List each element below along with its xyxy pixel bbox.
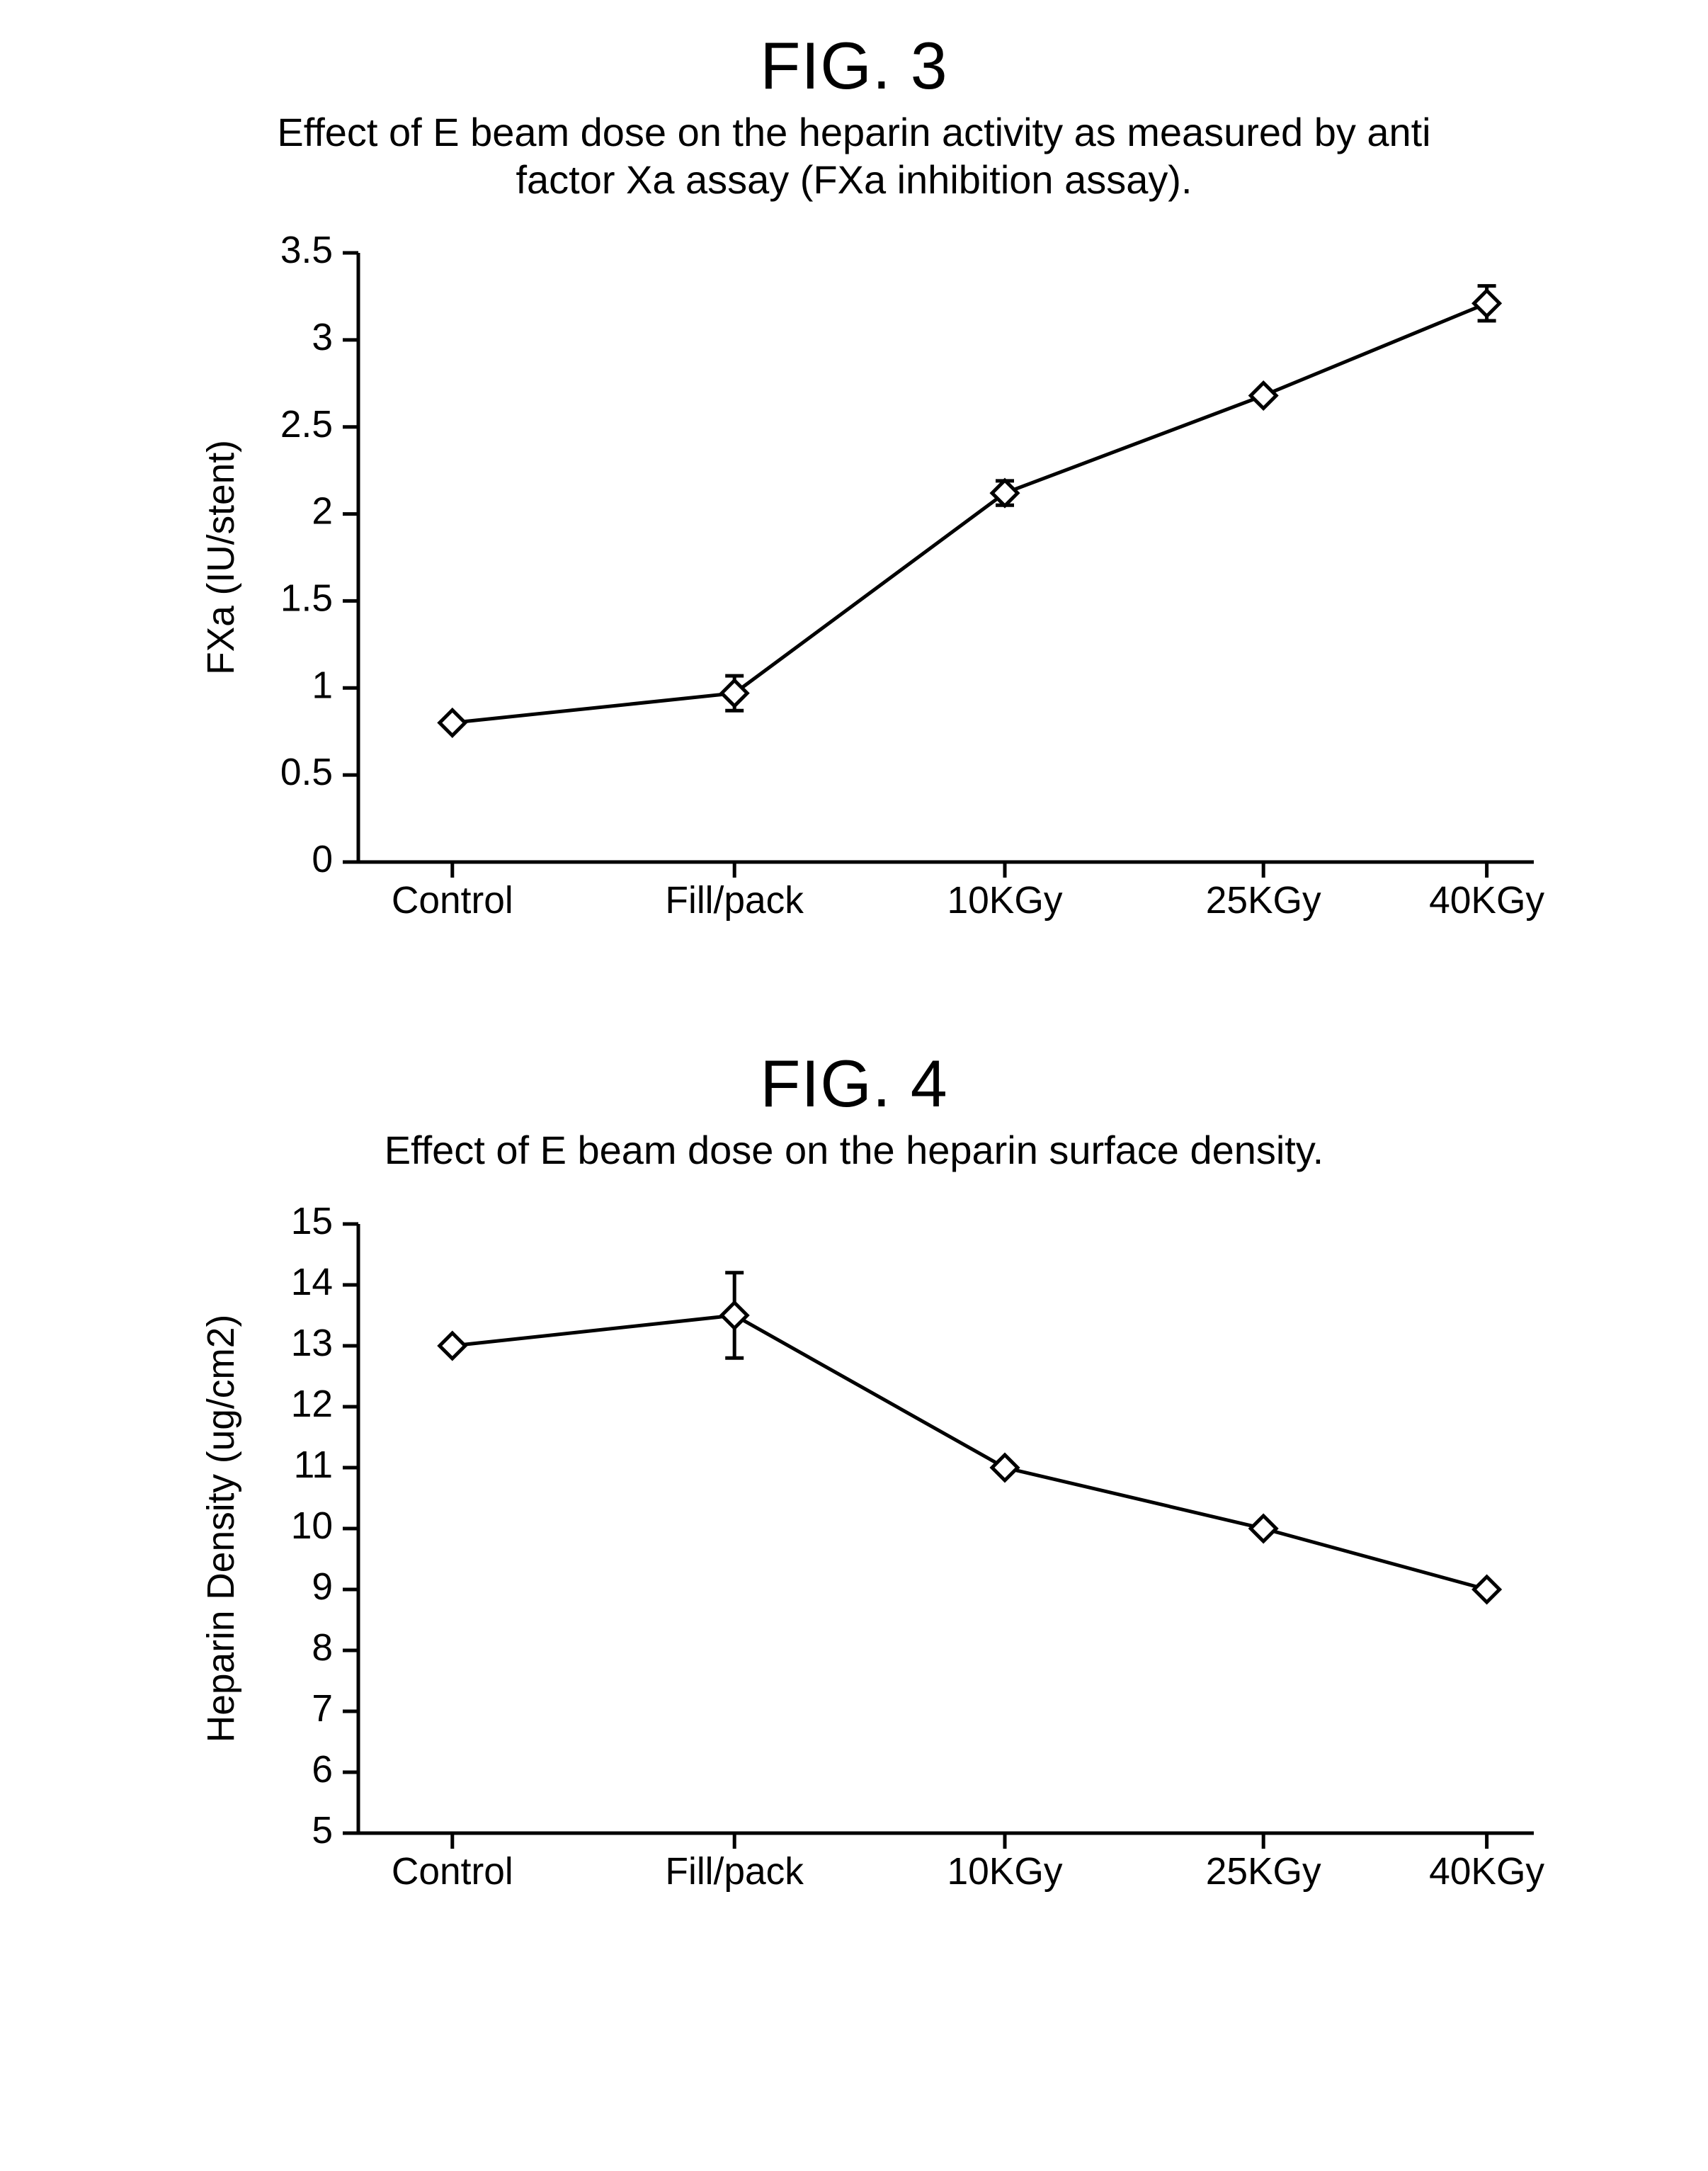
svg-text:14: 14 (291, 1262, 333, 1303)
svg-text:25KGy: 25KGy (1206, 880, 1321, 922)
svg-text:40KGy: 40KGy (1429, 1851, 1544, 1893)
svg-text:40KGy: 40KGy (1429, 880, 1544, 922)
figure-3-subtitle: Effect of E beam dose on the heparin act… (252, 108, 1456, 203)
svg-text:3.5: 3.5 (280, 229, 333, 271)
svg-text:15: 15 (291, 1201, 333, 1242)
svg-text:Control: Control (392, 1851, 513, 1893)
svg-text:25KGy: 25KGy (1206, 1851, 1321, 1893)
svg-text:10: 10 (291, 1505, 333, 1547)
figure-4-subtitle: Effect of E beam dose on the heparin sur… (252, 1126, 1456, 1174)
svg-text:1: 1 (312, 665, 333, 707)
page: FIG. 3 Effect of E beam dose on the hepa… (0, 0, 1708, 2074)
svg-text:7: 7 (312, 1688, 333, 1730)
svg-text:11: 11 (294, 1444, 333, 1486)
svg-text:2: 2 (312, 491, 333, 533)
svg-text:0: 0 (312, 839, 333, 880)
svg-text:Fill/pack: Fill/pack (665, 880, 804, 922)
svg-text:Control: Control (392, 880, 513, 922)
figure-3-chart: 0 0.5 1 1.5 2 2.5 3 3.5 FXa (IU/stent) Control Fil… (146, 225, 1562, 947)
figure-3: FIG. 3 Effect of E beam dose on the hepa… (0, 28, 1708, 947)
svg-text:9: 9 (312, 1566, 333, 1608)
svg-text:8: 8 (312, 1627, 333, 1669)
svg-text:Fill/pack: Fill/pack (665, 1851, 804, 1893)
svg-text:5: 5 (312, 1810, 333, 1852)
svg-text:10KGy: 10KGy (947, 1851, 1063, 1893)
svg-text:6: 6 (312, 1749, 333, 1791)
svg-text:FXa (IU/stent): FXa (IU/stent) (200, 440, 242, 675)
svg-text:Heparin Density (ug/cm2): Heparin Density (ug/cm2) (200, 1314, 242, 1742)
svg-text:12: 12 (291, 1383, 333, 1425)
figure-4: FIG. 4 Effect of E beam dose on the hepa… (0, 1046, 1708, 1917)
svg-text:3: 3 (312, 317, 333, 358)
svg-text:10KGy: 10KGy (947, 880, 1063, 922)
svg-text:2.5: 2.5 (280, 404, 333, 446)
svg-text:1.5: 1.5 (280, 578, 333, 620)
figure-4-chart: 5 6 7 8 9 10 11 12 13 14 15 Heparin Density (ug/cm2… (146, 1196, 1562, 1918)
svg-text:13: 13 (291, 1322, 333, 1364)
figure-4-title: FIG. 4 (0, 1046, 1708, 1122)
svg-text:0.5: 0.5 (280, 752, 333, 794)
figure-3-title: FIG. 3 (0, 28, 1708, 104)
